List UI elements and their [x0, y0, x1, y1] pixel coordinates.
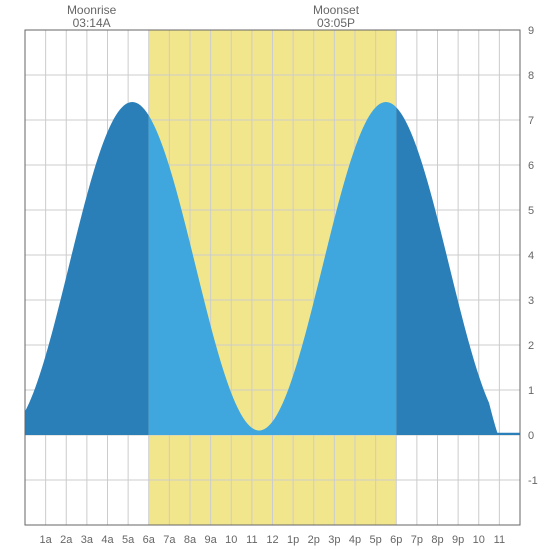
moonrise-time: 03:14A: [73, 16, 111, 30]
y-tick-label: 2: [528, 340, 534, 352]
x-tick-label: 7a: [163, 534, 176, 546]
x-tick-label: 10: [225, 534, 237, 546]
moonset-label: Moonset: [313, 3, 360, 17]
y-tick-label: 3: [528, 295, 534, 307]
x-tick-label: 8a: [184, 534, 197, 546]
y-tick-label: 6: [528, 160, 534, 172]
y-tick-label: 7: [528, 115, 534, 127]
x-tick-label: 9p: [452, 534, 464, 546]
y-tick-label: 9: [528, 25, 534, 37]
tide-chart: -101234567891a2a3a4a5a6a7a8a9a1011121p2p…: [0, 0, 550, 550]
moonrise-label: Moonrise: [67, 3, 117, 17]
x-tick-label: 4a: [101, 534, 114, 546]
y-tick-label: 1: [528, 385, 534, 397]
x-tick-label: 5p: [370, 534, 382, 546]
x-tick-label: 7p: [411, 534, 423, 546]
x-tick-label: 1a: [40, 534, 53, 546]
x-tick-label: 9a: [205, 534, 218, 546]
moonset-time: 03:05P: [317, 16, 355, 30]
x-tick-label: 1p: [287, 534, 299, 546]
x-tick-label: 6a: [143, 534, 156, 546]
x-tick-label: 6p: [390, 534, 402, 546]
y-tick-label: -1: [528, 475, 538, 487]
x-tick-label: 5a: [122, 534, 135, 546]
x-tick-label: 11: [246, 534, 257, 546]
y-tick-label: 4: [528, 250, 534, 262]
y-tick-label: 8: [528, 70, 534, 82]
x-tick-label: 2a: [60, 534, 73, 546]
x-tick-label: 10: [473, 534, 485, 546]
x-tick-label: 12: [266, 534, 278, 546]
x-tick-label: 11: [494, 534, 505, 546]
x-tick-label: 4p: [349, 534, 361, 546]
x-tick-label: 3p: [328, 534, 340, 546]
y-tick-label: 0: [528, 430, 534, 442]
x-tick-label: 3a: [81, 534, 94, 546]
y-tick-label: 5: [528, 205, 534, 217]
x-tick-label: 2p: [308, 534, 320, 546]
x-tick-label: 8p: [431, 534, 443, 546]
